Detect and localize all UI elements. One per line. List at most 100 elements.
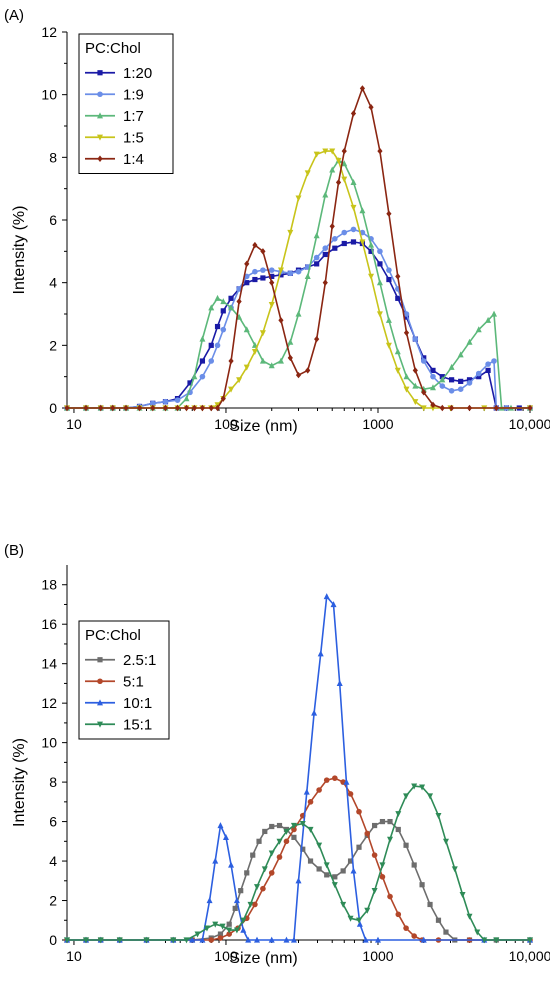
data-point xyxy=(64,937,70,944)
data-point xyxy=(269,273,275,279)
data-point xyxy=(307,799,314,805)
data-point xyxy=(236,298,242,305)
data-point xyxy=(442,838,449,845)
y-tick-label: 0 xyxy=(49,932,57,948)
data-point xyxy=(394,348,401,355)
data-point xyxy=(291,834,297,840)
data-point xyxy=(187,380,193,386)
data-point xyxy=(368,241,375,248)
data-point xyxy=(377,261,383,267)
data-point xyxy=(253,884,260,891)
data-point xyxy=(244,260,250,268)
data-point xyxy=(252,241,258,249)
data-point xyxy=(244,870,250,876)
data-point xyxy=(403,311,410,317)
data-point xyxy=(268,936,275,943)
data-point xyxy=(329,223,335,230)
legend-item: 1:7 xyxy=(85,108,144,125)
data-point xyxy=(214,323,221,330)
data-point xyxy=(322,148,329,155)
data-point xyxy=(330,601,337,608)
data-point xyxy=(64,404,70,412)
legend-label: 1:4 xyxy=(123,151,144,168)
data-point xyxy=(214,342,221,349)
legend-item: 5:1 xyxy=(85,673,144,690)
data-point xyxy=(420,936,427,943)
legend-label: 1:7 xyxy=(123,108,144,125)
data-point xyxy=(313,232,320,239)
data-point xyxy=(243,273,250,280)
data-point xyxy=(493,937,500,944)
data-point xyxy=(350,204,357,211)
data-point xyxy=(420,405,427,412)
data-point xyxy=(368,248,374,254)
data-point xyxy=(403,386,410,393)
data-point xyxy=(435,917,442,923)
data-point xyxy=(220,395,226,402)
data-point xyxy=(475,370,482,377)
data-point xyxy=(429,384,436,391)
data-point xyxy=(307,858,314,864)
data-point xyxy=(387,836,394,843)
data-point xyxy=(208,404,214,412)
data-point xyxy=(277,267,284,274)
data-point xyxy=(256,838,262,844)
data-point xyxy=(474,929,481,936)
data-point xyxy=(295,195,302,202)
data-point xyxy=(457,351,464,358)
data-point xyxy=(475,326,482,333)
data-point xyxy=(98,404,104,412)
x-tick-label: 1000 xyxy=(362,948,393,964)
data-point xyxy=(162,404,169,412)
data-point xyxy=(300,846,306,852)
data-point xyxy=(299,820,306,827)
data-point xyxy=(377,248,383,255)
data-point xyxy=(376,279,383,286)
data-point xyxy=(228,295,234,301)
legend-label: 2.5:1 xyxy=(123,652,156,669)
data-point xyxy=(341,229,348,236)
legend-swatch-marker xyxy=(97,155,103,162)
data-point xyxy=(485,367,491,373)
data-point xyxy=(252,276,258,283)
data-point xyxy=(527,404,533,412)
legend-label: 1:5 xyxy=(123,129,144,146)
y-axis-title: Intensity (%) xyxy=(11,738,28,827)
legend-item: 2.5:1 xyxy=(85,652,156,669)
legend-swatch-marker xyxy=(97,112,103,119)
data-point xyxy=(439,383,446,389)
data-point xyxy=(355,917,362,924)
data-point xyxy=(368,104,374,111)
data-point xyxy=(332,236,338,242)
data-point xyxy=(332,775,338,781)
data-point xyxy=(295,268,302,275)
data-point xyxy=(278,272,284,278)
data-point xyxy=(421,355,427,361)
data-point xyxy=(395,811,402,818)
legend-label: 10:1 xyxy=(123,695,152,712)
data-point xyxy=(260,275,266,281)
legend-item: 10:1 xyxy=(85,695,152,712)
data-point xyxy=(240,917,247,924)
chart-panel-b: (B) 0 2 4 6 8 10 12 14 16 18 10 100 1000 10,000 Size (n… xyxy=(4,542,550,967)
data-point xyxy=(287,270,294,277)
data-point xyxy=(364,907,371,914)
data-point xyxy=(217,822,224,829)
data-point xyxy=(253,936,260,943)
data-point xyxy=(411,933,417,939)
data-point xyxy=(150,404,156,412)
data-point xyxy=(324,872,330,878)
y-tick-label: 12 xyxy=(41,24,57,40)
data-point xyxy=(236,286,242,292)
data-point xyxy=(269,823,275,830)
data-point xyxy=(276,838,283,845)
y-tick-label: 18 xyxy=(41,577,57,593)
data-point xyxy=(260,267,266,273)
data-point xyxy=(295,310,302,317)
legend-title: PC:Chol xyxy=(85,40,141,57)
data-point xyxy=(466,377,473,383)
data-point xyxy=(335,179,342,186)
data-point xyxy=(304,170,311,177)
series-1-4 xyxy=(64,85,533,412)
